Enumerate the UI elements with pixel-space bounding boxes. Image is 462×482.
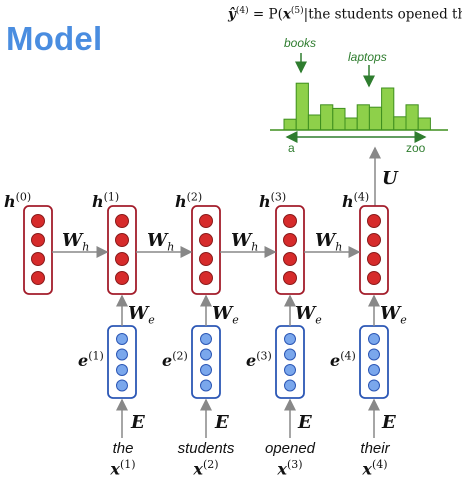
hidden-neuron (115, 271, 129, 285)
hidden-neuron (367, 271, 381, 285)
we-label-2: We (212, 303, 239, 327)
hidden-neuron (199, 233, 213, 247)
hidden-state-box (23, 205, 53, 295)
hidden-neuron (115, 214, 129, 228)
we-label-1: We (128, 303, 155, 327)
hidden-neuron (115, 252, 129, 266)
we-label-3: We (295, 303, 322, 327)
embedding-neuron (200, 364, 212, 376)
e-matrix-label-2: E (215, 412, 229, 433)
hidden-neuron (283, 214, 297, 228)
embedding-neuron (368, 379, 380, 392)
hidden-neuron (115, 233, 129, 247)
distribution-bar (307, 114, 322, 131)
distribution-bar (283, 118, 297, 131)
distribution-bar (417, 117, 431, 131)
distribution-bar (381, 87, 395, 131)
hidden-neuron (283, 252, 297, 266)
h0-label: h(0) (4, 190, 32, 211)
embedding-neuron (116, 364, 128, 376)
distribution-bar (393, 116, 407, 131)
x4-label: x(4) (362, 458, 388, 479)
hidden-neuron (367, 233, 381, 247)
e-matrix-label-3: E (298, 412, 312, 433)
embedding-neuron (200, 379, 212, 392)
e-matrix-label-4: E (382, 412, 396, 433)
x1-label: x(1) (110, 458, 136, 479)
x3-label: x(3) (277, 458, 303, 479)
hidden-neuron (283, 233, 297, 247)
distribution-bar (332, 107, 346, 131)
distribution-bar (356, 104, 370, 131)
laptops-annotation: laptops (348, 50, 387, 64)
h1-label: h(1) (92, 190, 120, 211)
hidden-neuron (199, 252, 213, 266)
embedding-neuron (116, 333, 128, 345)
hidden-neuron (199, 214, 213, 228)
embedding-neuron (200, 348, 212, 361)
word-4: their (360, 440, 390, 457)
word-1: the (112, 440, 134, 457)
embedding-neuron (284, 348, 296, 361)
embedding-neuron (284, 364, 296, 376)
u-matrix-label: U (382, 168, 398, 189)
hidden-neuron (31, 271, 45, 285)
distribution-bar (344, 117, 358, 131)
distribution-bar (405, 104, 419, 131)
embedding-neuron (116, 348, 128, 361)
hidden-neuron (367, 214, 381, 228)
word-3: opened (264, 440, 316, 457)
hidden-neuron (31, 214, 45, 228)
embedding-neuron (284, 333, 296, 345)
axis-start-label: a (288, 141, 295, 155)
distribution-bar (320, 104, 334, 131)
hidden-neuron (199, 271, 213, 285)
wh-label-1: Wh (62, 230, 90, 254)
word-2: students (177, 440, 235, 457)
page-title: Model (6, 20, 103, 57)
wh-label-3: Wh (231, 230, 259, 254)
embedding-neuron (368, 333, 380, 345)
embedding-neuron (116, 379, 128, 392)
e4-label: e(4) (330, 349, 356, 370)
embedding-neuron (368, 348, 380, 361)
hidden-neuron (31, 252, 45, 266)
e2-label: e(2) (162, 349, 188, 370)
hidden-neuron (367, 252, 381, 266)
output-equation: ŷ(4) = P(x(5)|the students opened their) (228, 6, 462, 23)
distribution-bar (368, 106, 383, 131)
embedding-neuron (200, 333, 212, 345)
e3-label: e(3) (246, 349, 272, 370)
wh-label-4: Wh (315, 230, 343, 254)
h4-label: h(4) (342, 190, 370, 211)
h3-label: h(3) (259, 190, 287, 211)
hidden-neuron (283, 271, 297, 285)
h2-label: h(2) (175, 190, 203, 211)
embedding-neuron (284, 379, 296, 392)
hidden-neuron (31, 233, 45, 247)
distribution-bars (283, 82, 431, 131)
x2-label: x(2) (193, 458, 219, 479)
e-matrix-label-1: E (131, 412, 145, 433)
books-annotation: books (284, 36, 317, 50)
embedding-neuron (368, 364, 380, 376)
wh-label-2: Wh (147, 230, 175, 254)
e1-label: e(1) (78, 349, 104, 370)
distribution-bar (295, 82, 309, 131)
we-label-4: We (380, 303, 407, 327)
axis-end-label: zoo (406, 141, 426, 155)
